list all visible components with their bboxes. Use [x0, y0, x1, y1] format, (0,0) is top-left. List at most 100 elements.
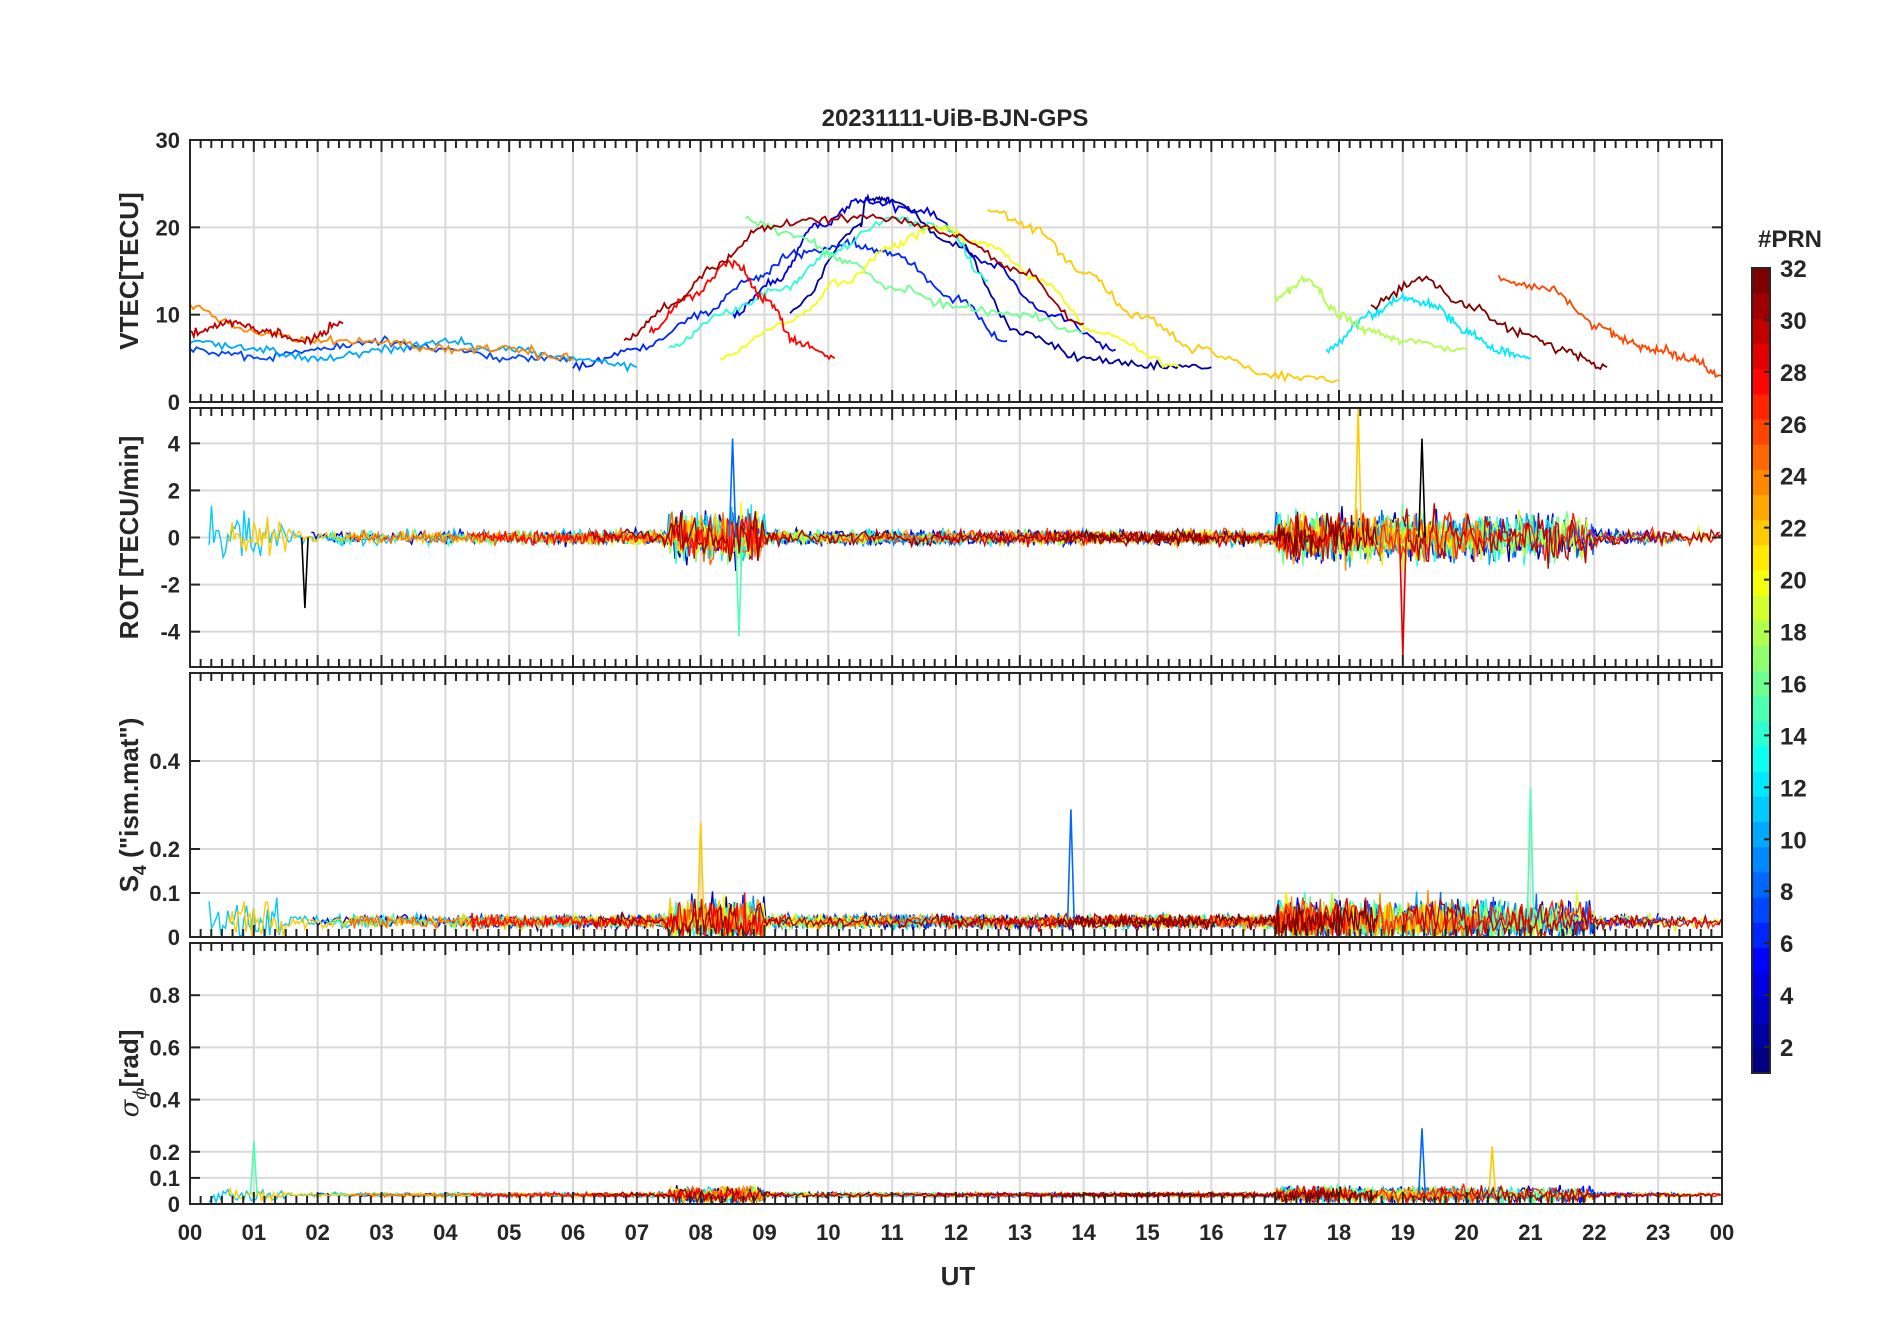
x-tick-label: 04: [433, 1220, 458, 1245]
colorbar-swatch: [1752, 469, 1770, 496]
y-label-sub: ϕ: [130, 1087, 151, 1099]
y-tick-label: 0.6: [149, 1035, 180, 1060]
x-tick-label: 10: [816, 1220, 840, 1245]
y-tick-label: 0.4: [149, 749, 180, 774]
colorbar-swatch: [1752, 922, 1770, 948]
x-tick-label: 03: [369, 1220, 393, 1245]
colorbar-swatch: [1752, 293, 1770, 319]
peak-mark: [728, 438, 737, 538]
vtec-line-prn-2: [789, 193, 1212, 372]
peak-mark: [300, 537, 309, 609]
figure-title: 20231111-UiB-BJN-GPS: [822, 105, 1089, 132]
x-tick-label: 21: [1518, 1220, 1542, 1245]
trace-prn-24: [1159, 508, 1481, 571]
vtec-line-prn-18: [1274, 273, 1468, 353]
x-tick-label: 08: [688, 1220, 712, 1245]
x-tick-label: 00: [178, 1220, 202, 1245]
peak-mark: [1417, 1128, 1426, 1194]
vtec-line-prn-30: [190, 318, 344, 346]
peak-mark: [1066, 809, 1075, 920]
x-axis-label: UT: [941, 1261, 976, 1291]
panel-3: 00.10.20.4S4 ("ism.mat"): [114, 672, 1723, 950]
colorbar-tick-label: 16: [1780, 671, 1807, 698]
y-tick-label: 0.2: [149, 1140, 180, 1165]
grid: [190, 139, 1722, 403]
y-label-main: σ: [115, 1098, 145, 1117]
vtec-line-prn-10: [190, 335, 638, 373]
colorbar-swatch: [1752, 871, 1770, 898]
y-tick-label: 0.1: [149, 881, 180, 906]
peak-mark: [1488, 1146, 1497, 1194]
colorbar-swatch: [1752, 268, 1770, 294]
colorbar-tick-label: 18: [1780, 620, 1807, 647]
colorbar-swatch: [1752, 318, 1770, 345]
series-group: [190, 193, 1722, 384]
trace-prn-28: [470, 892, 791, 937]
y-tick-label: 10: [156, 303, 180, 328]
y-label-sub: 4: [130, 865, 150, 875]
x-tick-label: 07: [625, 1220, 649, 1245]
x-axis: 00 01 02 03 04 05 06 07 08 09 10 11 12 13 14 15 16 17 18 19…: [178, 1220, 1734, 1245]
y-tick-label: 0.8: [149, 983, 180, 1008]
trace-prn-19: [1383, 509, 1722, 562]
y-tick-label: 2: [168, 478, 180, 503]
vtec-line-prn-26: [1497, 274, 1722, 378]
colorbar-swatch: [1752, 569, 1770, 596]
colorbar-tick-label: 24: [1780, 464, 1807, 491]
trace-prn-30: [1402, 1184, 1722, 1204]
colorbar-swatch: [1752, 771, 1770, 797]
colorbar-swatch: [1752, 519, 1770, 546]
y-tick-label: 0.1: [149, 1166, 180, 1191]
y-tick-label: -4: [160, 620, 180, 645]
x-tick-label: 14: [1071, 1220, 1096, 1245]
x-tick-label: 22: [1582, 1220, 1606, 1245]
panel-2: -4 -2 0 2 4 ROT [TECU/min]: [114, 407, 1723, 668]
colorbar-swatch: [1752, 821, 1770, 848]
colorbar-tick-label: 22: [1780, 516, 1807, 543]
colorbar-swatch: [1752, 620, 1770, 646]
vtec-line-prn-4: [731, 196, 1116, 352]
colorbar-tick-label: 30: [1780, 308, 1807, 335]
x-tick-label: 13: [1008, 1220, 1032, 1245]
x-tick-label: 20: [1454, 1220, 1478, 1245]
x-ticks: [189, 140, 1723, 402]
x-ticks: [189, 673, 1723, 937]
colorbar-tick-label: 4: [1780, 983, 1794, 1010]
x-tick-label: 18: [1327, 1220, 1351, 1245]
colorbar-swatch: [1752, 494, 1770, 521]
trace-prn-32: [1057, 511, 1378, 558]
grid: [190, 943, 1722, 1205]
trace-prn-32: [1057, 1186, 1378, 1204]
colorbar-title: #PRN: [1758, 226, 1822, 253]
y-tick-label: 0: [168, 1192, 180, 1217]
y-axis-label: σϕ[rad]: [114, 1030, 151, 1118]
panel-1: 0 10 20 30 VTEC[TECU]: [114, 128, 1723, 415]
trace-prn-27: [1280, 897, 1721, 937]
colorbar-swatch: [1752, 695, 1770, 722]
y-tick-label: 0: [168, 526, 180, 551]
y-axis-label: S4 ("ism.mat"): [114, 718, 150, 893]
y-tick-label: 0.2: [149, 837, 180, 862]
colorbar-tick-label: 6: [1780, 931, 1793, 958]
colorbar-swatch: [1752, 947, 1770, 973]
colorbar-tick-label: 10: [1780, 827, 1807, 854]
colorbar-swatch: [1752, 544, 1770, 571]
x-ticks: [189, 408, 1723, 667]
x-tick-label: 09: [752, 1220, 776, 1245]
peak-mark: [249, 1141, 258, 1194]
colorbar-tick-label: 28: [1780, 360, 1807, 387]
x-tick-label: 16: [1199, 1220, 1223, 1245]
panel-4: 00.10.2 0.4 0.6 0.8 σϕ[rad]: [114, 942, 1723, 1217]
x-ticks: [189, 943, 1723, 1204]
colorbar-swatch: [1752, 972, 1770, 999]
x-tick-label: 00: [1710, 1220, 1734, 1245]
y-axis-label: VTEC[TECU]: [114, 192, 144, 349]
colorbar-tick-label: 20: [1780, 568, 1807, 595]
y-label-main: S: [114, 875, 144, 892]
vtec-line-prn-16: [745, 215, 1084, 334]
peak-mark: [1526, 787, 1535, 920]
series-group: [208, 408, 1722, 656]
x-tick-label: 02: [305, 1220, 329, 1245]
